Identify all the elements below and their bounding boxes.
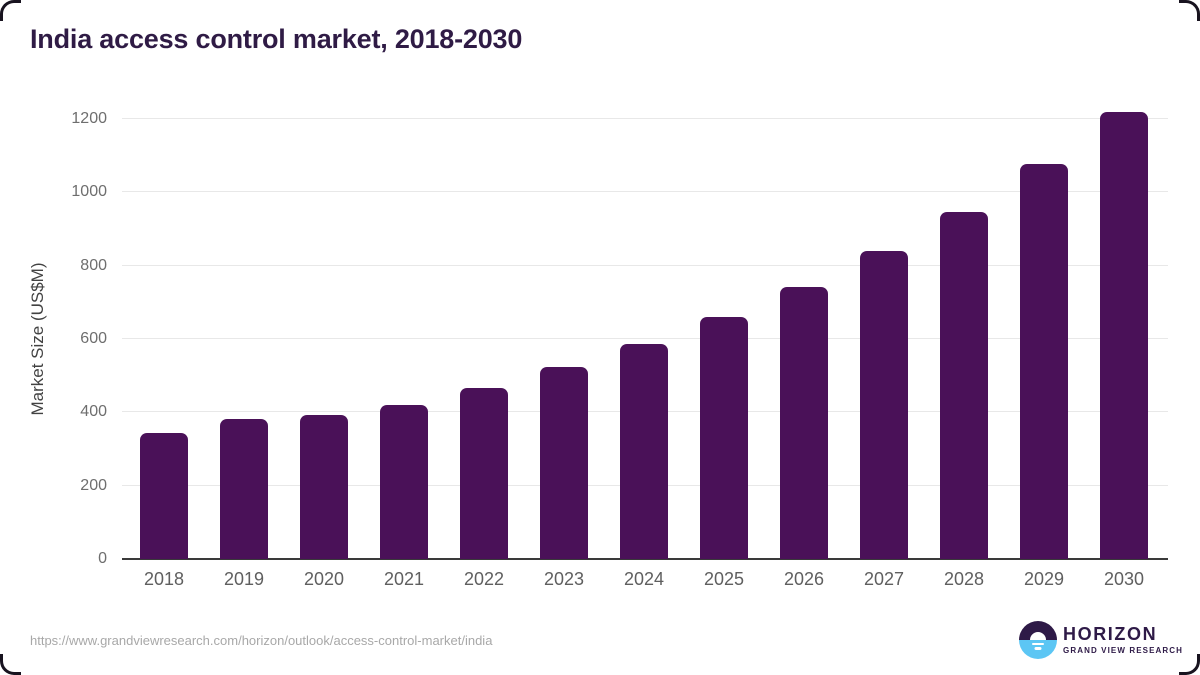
y-tick-label-800: 800 (80, 256, 107, 274)
sun-icon (1030, 632, 1046, 640)
card-corner-border (0, 654, 21, 675)
bar-2021 (380, 404, 428, 559)
x-tick-label-2022: 2022 (463, 569, 505, 589)
x-tick-label-2024: 2024 (623, 569, 665, 589)
x-axis-line (122, 558, 1168, 560)
x-tick-label-2021: 2021 (383, 569, 425, 589)
source-url: https://www.grandviewresearch.com/horizo… (30, 633, 493, 648)
plot-area (122, 111, 1168, 560)
sun-reflection-line (1034, 647, 1042, 650)
y-tick-label-1000: 1000 (71, 183, 107, 201)
bar-2028 (940, 212, 988, 559)
bar-2020 (300, 415, 348, 559)
sunset-circle-icon (1019, 621, 1057, 659)
gridline-600 (122, 338, 1168, 339)
bar-2019 (220, 419, 268, 559)
bar-2026 (780, 287, 828, 559)
bar-2025 (700, 317, 748, 559)
logo-name: HORIZON (1063, 624, 1158, 644)
x-tick-label-2026: 2026 (783, 569, 825, 589)
x-tick-label-2023: 2023 (543, 569, 585, 589)
card-corner-border (0, 0, 21, 21)
horizon-logo: HORIZON GRAND VIEW RESEARCH (1019, 621, 1183, 659)
x-tick-label-2027: 2027 (863, 569, 905, 589)
bar-2023 (540, 367, 588, 559)
card-corner-border (1179, 0, 1200, 21)
logo-text: HORIZON GRAND VIEW RESEARCH (1063, 624, 1184, 656)
x-tick-label-2019: 2019 (223, 569, 265, 589)
sun-reflection-line (1032, 642, 1044, 645)
y-tick-label-1200: 1200 (71, 110, 107, 127)
logo-subtitle: GRAND VIEW RESEARCH (1063, 646, 1184, 655)
x-tick-label-2020: 2020 (303, 569, 345, 589)
x-tick-label-2028: 2028 (943, 569, 985, 589)
bar-2030 (1100, 111, 1148, 559)
chart-title: India access control market, 2018-2030 (30, 24, 523, 54)
x-tick-label-2018: 2018 (143, 569, 185, 589)
x-tick-label-2029: 2029 (1023, 569, 1065, 589)
y-tick-label-0: 0 (98, 550, 107, 567)
bar-2018 (140, 432, 188, 559)
x-tick-label-2030: 2030 (1103, 569, 1145, 589)
x-tick-label-2025: 2025 (703, 569, 745, 589)
gridline-1000 (122, 191, 1168, 193)
bar-2029 (1020, 164, 1068, 559)
y-tick-label-400: 400 (80, 403, 107, 421)
bar-2022 (460, 388, 508, 559)
y-tick-label-600: 600 (80, 330, 107, 347)
bar-2024 (620, 344, 668, 559)
gridline-800 (122, 264, 1168, 266)
bar-2027 (860, 251, 908, 559)
y-tick-label-200: 200 (80, 476, 107, 494)
gridline-1200 (122, 118, 1168, 119)
